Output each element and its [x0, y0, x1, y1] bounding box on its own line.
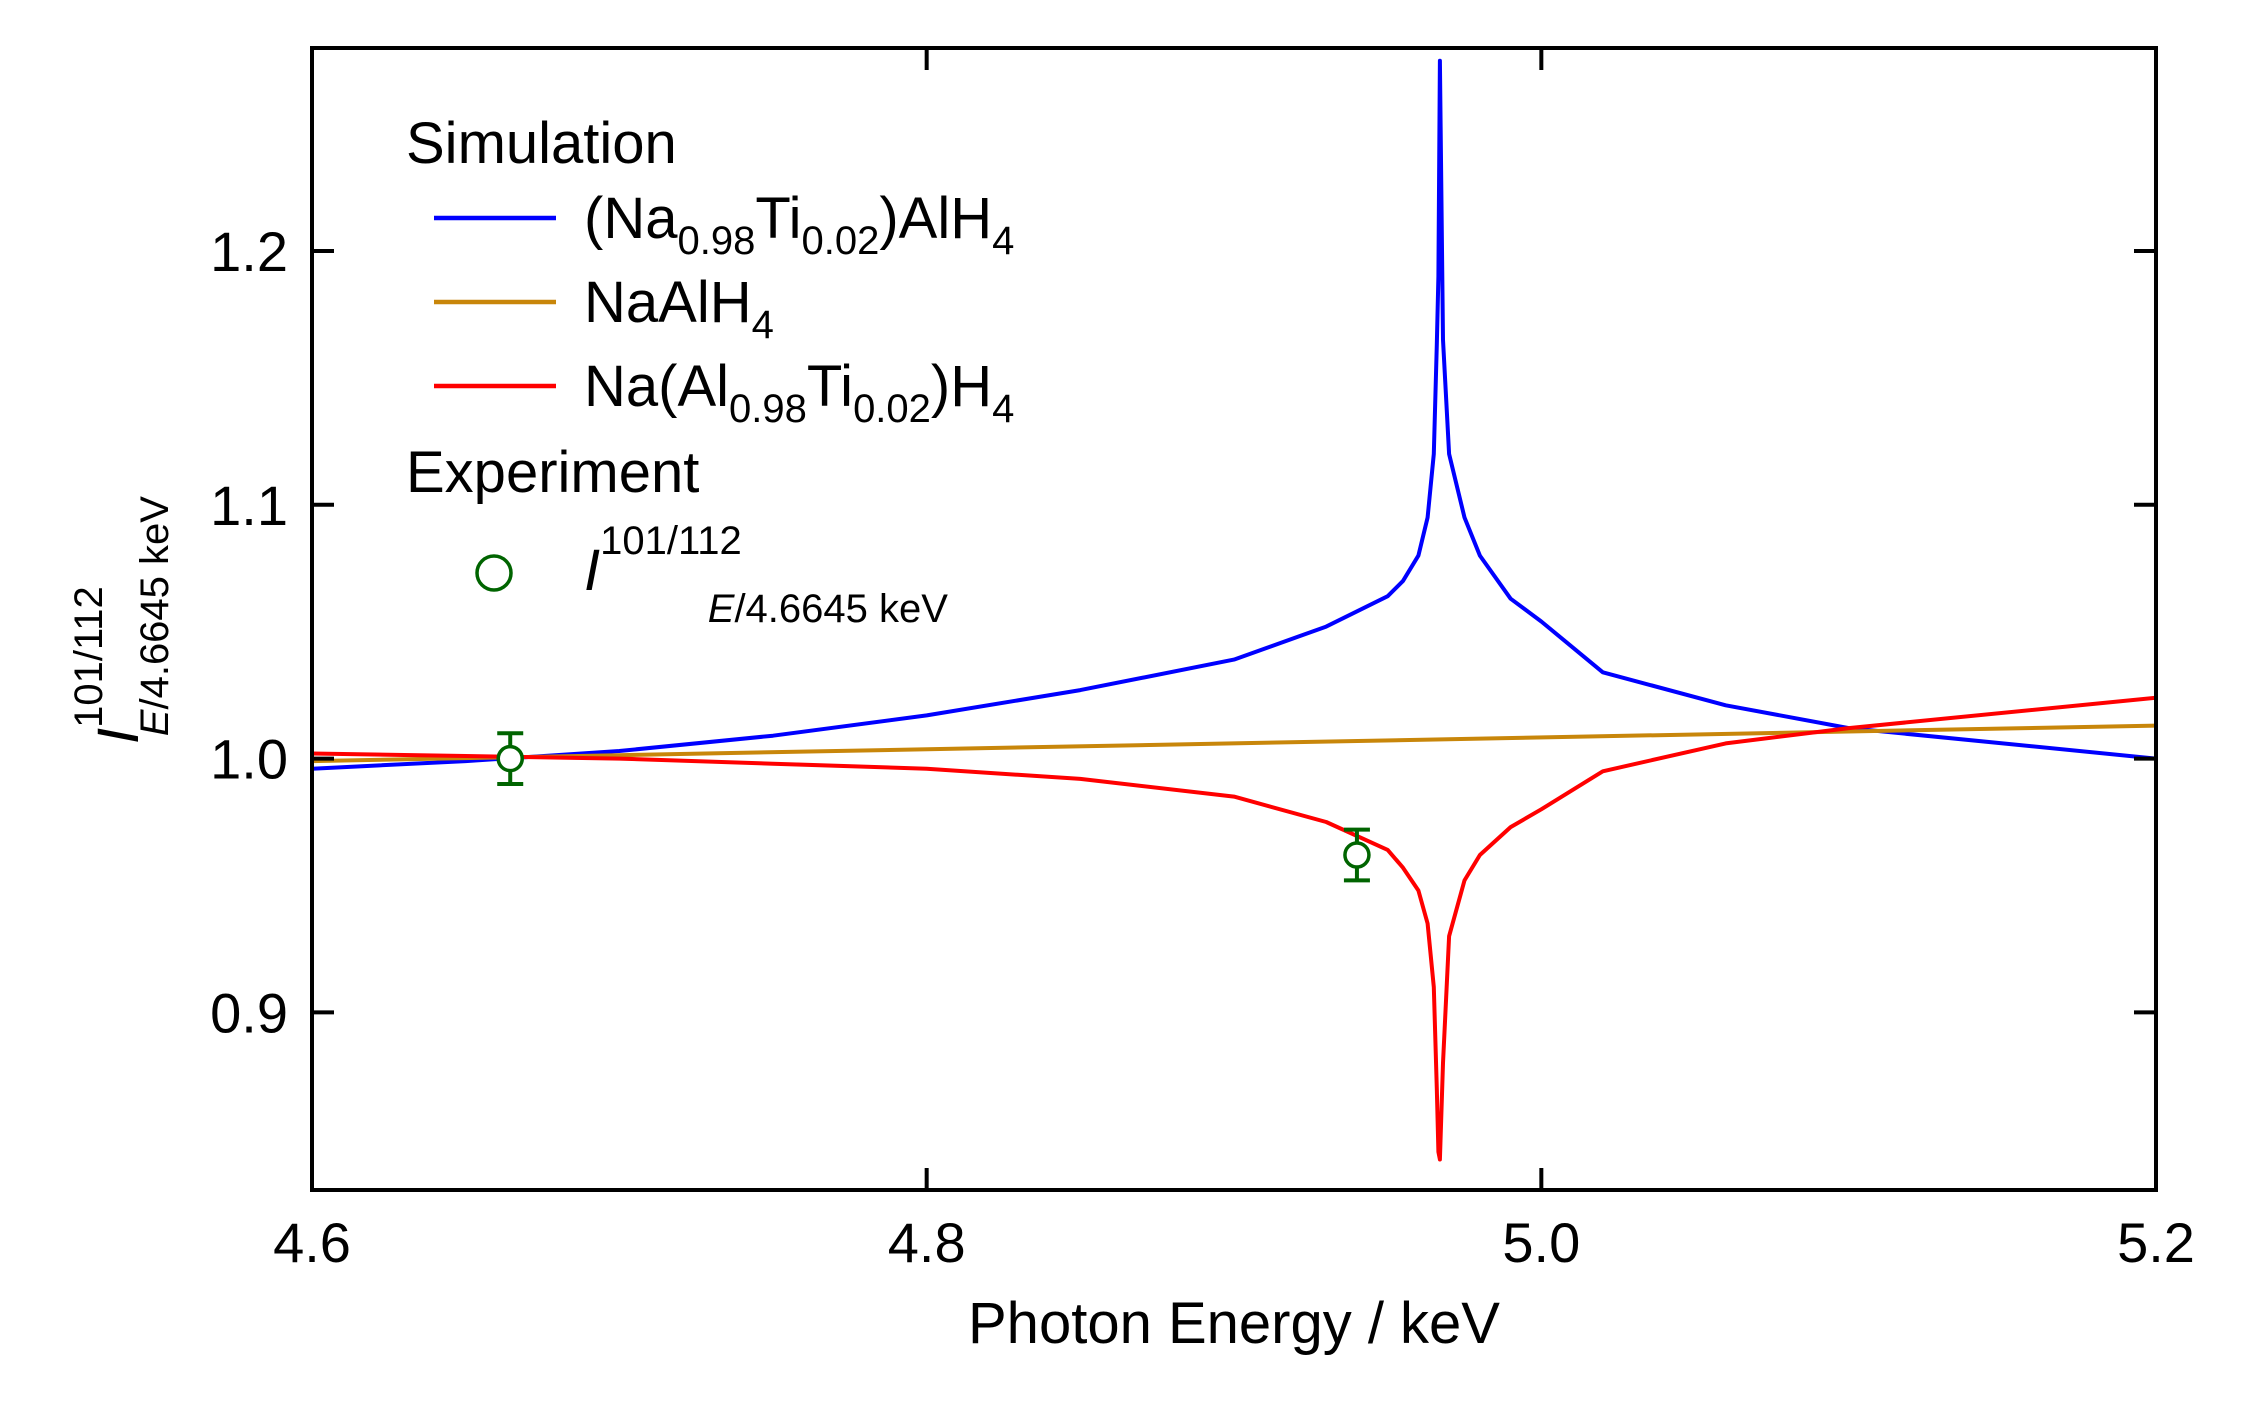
experiment-point-1: [496, 744, 524, 773]
legend-label-na-al0-98ti0-02-h4: Na(Al0.98Ti0.02)H4: [584, 354, 1014, 431]
legend-label-na0-98ti0-02-alh4: (Na0.98Ti0.02)AlH4: [584, 186, 1014, 263]
y-axis-title-symbol: I: [86, 728, 151, 744]
legend-label-part: 0.98: [729, 387, 807, 431]
legend-label-part: Ti: [807, 354, 853, 419]
legend-label-naalh4: NaAlH4: [584, 270, 774, 347]
markers-layer: [496, 731, 1371, 883]
x-tick-label-5-2: 5.2: [2117, 1211, 2195, 1274]
legend-experiment-superscript: 101/112: [600, 519, 742, 563]
x-axis-title: Photon Energy / keV: [968, 1291, 1500, 1356]
legend-label-part: 0.02: [802, 219, 880, 263]
legend-group-experiment: Experiment: [406, 440, 699, 505]
series-layer: [312, 58, 2156, 1162]
series-line-naalh4: [312, 723, 2156, 764]
y-axis-title-subscript-rest: /4.6645 keV: [133, 496, 177, 710]
x-tick-label-5-0: 5.0: [1502, 1211, 1580, 1274]
legend-label-part: )AlH: [879, 186, 992, 251]
x-tick-label-4-6: 4.6: [273, 1211, 351, 1274]
experiment-point-2: [1343, 841, 1371, 869]
legend-experiment-subscript-e: E: [708, 587, 736, 631]
legend-label-part: NaAlH: [584, 270, 752, 335]
series-line-na0-98ti0-02-alh4: [312, 58, 2156, 771]
y-tick-label-1-0: 1.0: [210, 728, 288, 791]
legend-series: (Na0.98Ti0.02)AlH4NaAlH4Na(Al0.98Ti0.02)…: [434, 186, 1014, 431]
legend-label-part: 4: [992, 387, 1014, 431]
x-tick-label-4-8: 4.8: [888, 1211, 966, 1274]
series-line-na-al0-98ti0-02-h4: [312, 695, 2156, 1162]
legend: Simulation Experiment (Na0.98Ti0.02)AlH4…: [406, 111, 1014, 631]
ticks-layer: 4.6 4.8 5.0 5.2 0.9 1.0 1.1 1.2: [210, 48, 2195, 1274]
legend-label-part: Ti: [755, 186, 801, 251]
plot-frame: [310, 46, 2158, 1192]
y-axis-title: I101/112 E/4.6645 keV: [67, 496, 177, 744]
legend-label-part: )H: [931, 354, 992, 419]
legend-label-part: 0.02: [853, 387, 931, 431]
legend-experiment-subscript-rest: /4.6645 keV: [734, 587, 948, 631]
legend-experiment-marker: [475, 554, 513, 592]
y-tick-label-1-2: 1.2: [210, 220, 288, 283]
y-axis-title-subscript-e: E: [133, 708, 177, 736]
legend-group-simulation: Simulation: [406, 111, 677, 176]
y-tick-label-0-9: 0.9: [210, 981, 288, 1044]
legend-label-part: 0.98: [677, 219, 755, 263]
y-axis-title-superscript: 101/112: [67, 586, 111, 728]
legend-label-part: Na(Al: [584, 354, 729, 419]
y-tick-label-1-1: 1.1: [210, 474, 288, 537]
legend-experiment-symbol: I: [584, 538, 600, 603]
legend-label-part: 4: [992, 219, 1014, 263]
legend-label-part: 4: [752, 303, 774, 347]
legend-label-part: (Na: [584, 186, 678, 251]
